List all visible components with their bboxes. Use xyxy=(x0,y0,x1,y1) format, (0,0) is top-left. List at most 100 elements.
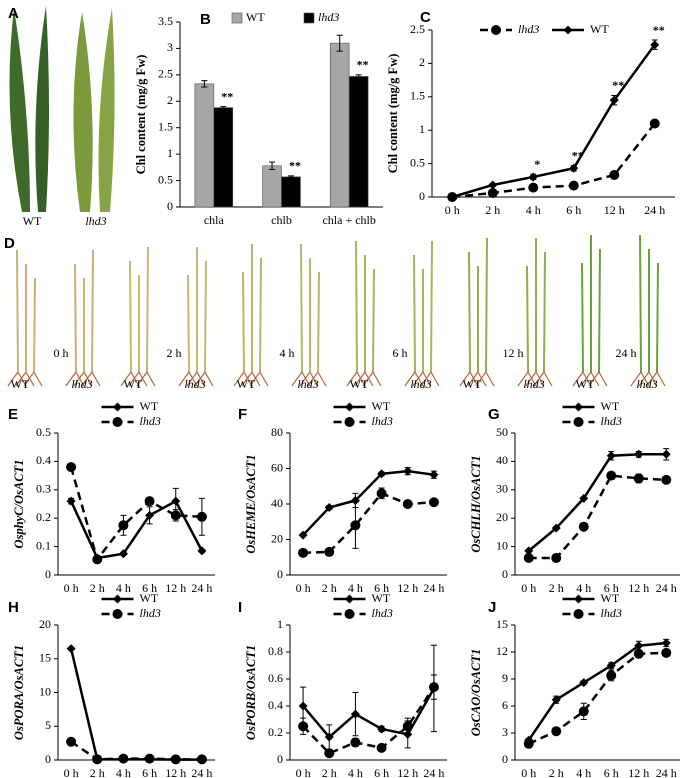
panel-a-photo: A WT lhd3 xyxy=(8,5,115,228)
error-bar xyxy=(220,106,227,110)
x-tick-label: 0 h xyxy=(296,766,311,778)
seedling-stem xyxy=(581,262,584,373)
y-tick-label: 20 xyxy=(39,617,51,631)
legend-label: lhd3 xyxy=(372,606,393,620)
seedling-root xyxy=(638,371,658,387)
marker xyxy=(350,520,361,531)
seedling-root xyxy=(186,371,206,387)
bar xyxy=(262,165,282,208)
legend-label: WT xyxy=(590,22,609,36)
legend-label: WT xyxy=(372,591,391,605)
marker xyxy=(324,748,335,759)
photo-label: lhd3 xyxy=(71,377,92,391)
seedling-root xyxy=(194,371,214,387)
marker xyxy=(568,180,579,191)
series-line xyxy=(527,641,667,741)
legend-label: lhd3 xyxy=(140,414,161,428)
marker xyxy=(171,496,181,506)
marker xyxy=(298,547,309,558)
seedling-root xyxy=(646,371,666,387)
marker xyxy=(298,701,308,711)
x-tick-label: 24 h xyxy=(423,766,444,778)
photo-label: lhd3 xyxy=(184,377,205,391)
legend-marker xyxy=(113,402,122,412)
y-tick-label: 30 xyxy=(496,482,508,496)
x-tick-label: 0 h xyxy=(64,581,79,595)
series-line xyxy=(303,491,435,555)
legend-label: WT xyxy=(372,399,391,413)
x-tick-label: 4 h xyxy=(576,766,591,778)
bar xyxy=(281,176,301,208)
y-tick-label: 0 xyxy=(277,752,283,766)
x-tick-label: 6 h xyxy=(142,766,157,778)
x-tick-label: 2 h xyxy=(90,766,105,778)
marker xyxy=(606,451,616,461)
y-tick-label: 0.4 xyxy=(268,698,283,712)
panel-letter: D xyxy=(4,235,15,252)
panel-letter: I xyxy=(238,599,242,616)
legend-marker xyxy=(573,417,584,427)
series-line xyxy=(528,651,667,745)
x-tick-label: 4 h xyxy=(526,203,541,217)
y-axis-label: OsCHLH/OsACT1 xyxy=(469,455,483,552)
photo-label: lhd3 xyxy=(85,214,106,228)
x-tick-label: 2 h xyxy=(322,581,337,595)
seedling-root xyxy=(15,371,35,387)
x-tick-label: 4 h xyxy=(116,766,131,778)
y-tick-label: 3.5 xyxy=(158,14,173,28)
seedling-root xyxy=(346,371,366,387)
x-tick-label: 24 h xyxy=(644,203,665,217)
marker xyxy=(66,644,76,654)
y-tick-label: 1.5 xyxy=(158,119,173,133)
y-tick-label: 2 xyxy=(419,55,425,69)
marker xyxy=(324,732,334,742)
seedling-root xyxy=(533,371,553,387)
series-line xyxy=(452,122,656,199)
y-tick-label: 0 xyxy=(45,567,51,581)
marker xyxy=(428,682,439,693)
bar xyxy=(329,42,350,208)
photo-label: 4 h xyxy=(280,346,295,360)
legend-label: lhd3 xyxy=(140,606,161,620)
seedling-root xyxy=(299,371,319,387)
marker xyxy=(578,706,589,717)
seedling-root xyxy=(459,371,479,387)
seedling-root xyxy=(136,371,156,387)
seedling-stem xyxy=(300,243,303,373)
x-tick-label: 12 h xyxy=(628,581,649,595)
legend-swatch xyxy=(231,12,243,24)
y-tick-label: 0 xyxy=(277,567,283,581)
seedling-stem xyxy=(639,234,642,373)
marker xyxy=(170,754,181,765)
seedling-stem xyxy=(543,251,546,373)
marker xyxy=(523,552,534,563)
photo-label: WT xyxy=(124,377,143,391)
x-tick-label: 2 h xyxy=(485,203,500,217)
legend-label: WT xyxy=(140,399,159,413)
seedling-root xyxy=(467,371,487,387)
marker xyxy=(92,554,103,565)
marker xyxy=(144,753,155,764)
marker xyxy=(634,641,644,651)
marker xyxy=(606,470,617,481)
x-tick-label: 12 h xyxy=(397,766,418,778)
seedling-root xyxy=(178,371,198,387)
y-tick-label: 40 xyxy=(496,453,508,467)
y-tick-label: 9 xyxy=(502,671,508,685)
y-axis-label: OsPORA/OsACT1 xyxy=(12,645,26,740)
error-bar xyxy=(336,34,343,52)
marker xyxy=(144,496,155,507)
seedling-root xyxy=(73,371,93,387)
photo-label: 0 h xyxy=(54,346,69,360)
panel-d-photo: D 0 h WT lhd3 2 h WT lhd3 4 h WT lhd3 6 h WT lhd3 12… xyxy=(4,234,666,391)
legend-label: lhd3 xyxy=(372,414,393,428)
marker xyxy=(145,510,155,520)
seedling-root xyxy=(412,371,432,387)
panel-letter: C xyxy=(420,9,431,26)
error-bar xyxy=(287,175,294,179)
legend-label: WT xyxy=(601,591,620,605)
legend-label: lhd3 xyxy=(601,414,622,428)
x-tick-label: chla + chlb xyxy=(322,213,375,227)
seedling-root xyxy=(572,371,592,387)
y-tick-label: 2.5 xyxy=(410,22,425,36)
